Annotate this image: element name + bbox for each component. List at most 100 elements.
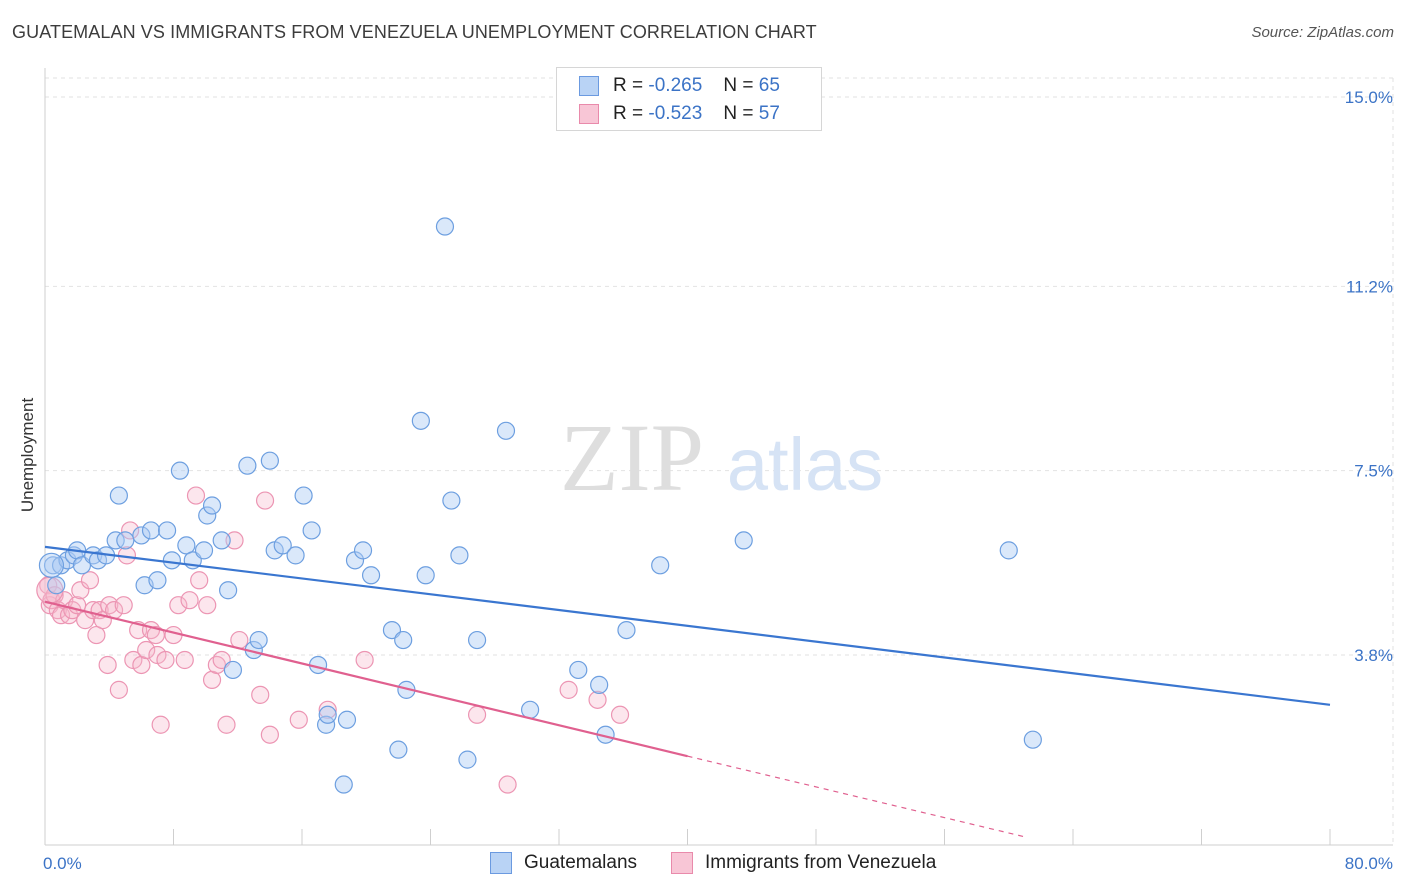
point-venezuela [137, 640, 156, 660]
legend-label-guatemalans: Guatemalans [524, 852, 638, 873]
point-venezuela [318, 700, 337, 719]
point-guatemalan [109, 486, 128, 505]
y-tick-label: 7.5% [1354, 462, 1393, 481]
point-guatemalan [337, 710, 357, 729]
y-tick-label: 3.8% [1354, 646, 1393, 665]
trend-line-venezuela [44, 600, 688, 758]
point-venezuela [114, 596, 133, 615]
legend-swatch-blue [579, 76, 599, 96]
legend-swatch-blue [490, 852, 512, 874]
point-venezuela [588, 690, 607, 709]
source-label: Source: ZipAtlas.com [1251, 24, 1394, 41]
point-venezuela [251, 685, 270, 704]
point-guatemalan [260, 451, 279, 470]
point-guatemalan [651, 556, 670, 575]
series-guatemalans-points [38, 217, 1042, 794]
point-venezuela [151, 715, 170, 734]
legend-r-value: -0.265 [648, 75, 703, 96]
point-guatemalan [302, 521, 321, 540]
point-guatemalan [238, 456, 257, 475]
legend-n-value: 65 [758, 75, 780, 96]
point-guatemalan [223, 660, 243, 680]
point-guatemalan [116, 531, 135, 550]
legend-label-venezuela: Immigrants from Venezuela [705, 852, 937, 873]
point-guatemalan [194, 541, 214, 560]
point-venezuela [180, 591, 199, 610]
legend-n-label: N = [723, 103, 754, 124]
point-guatemalan [318, 705, 337, 724]
point-guatemalan [198, 506, 217, 525]
point-venezuela [87, 625, 106, 645]
y-tick-label: 11.2% [1346, 277, 1393, 296]
point-guatemalan [435, 217, 455, 236]
legend-r-label: R = [613, 103, 644, 124]
point-venezuela [121, 521, 140, 540]
point-guatemalan [496, 421, 516, 440]
point-guatemalan [590, 675, 609, 694]
legend-r-value: -0.523 [648, 103, 703, 124]
legend-swatch-pink [671, 852, 693, 874]
point-guatemalan [569, 660, 588, 680]
point-venezuela [98, 655, 117, 675]
watermark-zip: ZIP [560, 404, 704, 511]
series-venezuela-points [36, 486, 630, 794]
x-tick-max: 80.0% [1345, 854, 1393, 873]
trend-line-venezuela-extension [687, 755, 1025, 838]
point-venezuela [175, 650, 194, 670]
point-guatemalan [141, 521, 161, 540]
point-guatemalan [394, 630, 413, 650]
point-venezuela [260, 725, 279, 744]
legend-n-value: 57 [758, 103, 780, 124]
y-tick-labels: 3.8% 7.5% 11.2% 15.0% [1345, 88, 1393, 665]
point-venezuela [80, 571, 100, 590]
watermark-atlas: atlas [727, 423, 883, 506]
point-guatemalan [294, 486, 313, 505]
point-guatemalan [1023, 730, 1042, 749]
trend-line-guatemalans [44, 545, 1331, 706]
point-venezuela [71, 581, 90, 600]
point-venezuela [225, 531, 244, 550]
point-venezuela [559, 680, 578, 699]
point-guatemalan [106, 531, 125, 550]
point-venezuela [198, 596, 217, 615]
legend-swatch-pink [579, 104, 599, 124]
legend-row-venezuela: R = -0.523 N = 57 [579, 102, 780, 126]
point-venezuela [498, 775, 517, 794]
point-guatemalan [450, 546, 469, 565]
point-guatemalan [273, 536, 292, 555]
trend-lines [44, 545, 1331, 838]
point-guatemalan [389, 740, 408, 759]
point-venezuela [289, 710, 308, 729]
legend-row-guatemalans: R = -0.265 N = 65 [579, 74, 780, 98]
x-tick-min: 0.0% [43, 854, 82, 873]
point-venezuela [467, 705, 487, 724]
point-guatemalan [361, 566, 381, 585]
point-guatemalan [157, 521, 177, 540]
point-guatemalan-large [38, 552, 65, 578]
point-venezuela [109, 680, 128, 699]
point-guatemalan [416, 566, 435, 585]
point-guatemalan [162, 551, 181, 570]
legend-r-label: R = [613, 75, 644, 96]
series-legend: Guatemalans Immigrants from Venezuela [0, 852, 1406, 876]
point-guatemalan [734, 531, 753, 550]
legend-item-venezuela: Immigrants from Venezuela [671, 852, 936, 874]
point-guatemalan [458, 750, 477, 769]
point-guatemalan [212, 531, 231, 550]
point-guatemalan [148, 571, 167, 590]
point-guatemalan [249, 630, 268, 650]
point-guatemalan [177, 536, 196, 555]
legend-item-guatemalans: Guatemalans [490, 852, 637, 874]
point-guatemalan [999, 541, 1018, 560]
point-guatemalan [442, 491, 461, 510]
point-guatemalan [411, 411, 430, 430]
point-venezuela [146, 625, 165, 645]
axes [44, 68, 1393, 846]
point-guatemalan [132, 526, 151, 545]
point-venezuela [217, 715, 236, 734]
point-guatemalan [353, 541, 373, 560]
point-venezuela [156, 650, 175, 670]
point-guatemalan [286, 546, 305, 565]
point-guatemalan [47, 576, 66, 595]
point-venezuela [190, 571, 209, 590]
